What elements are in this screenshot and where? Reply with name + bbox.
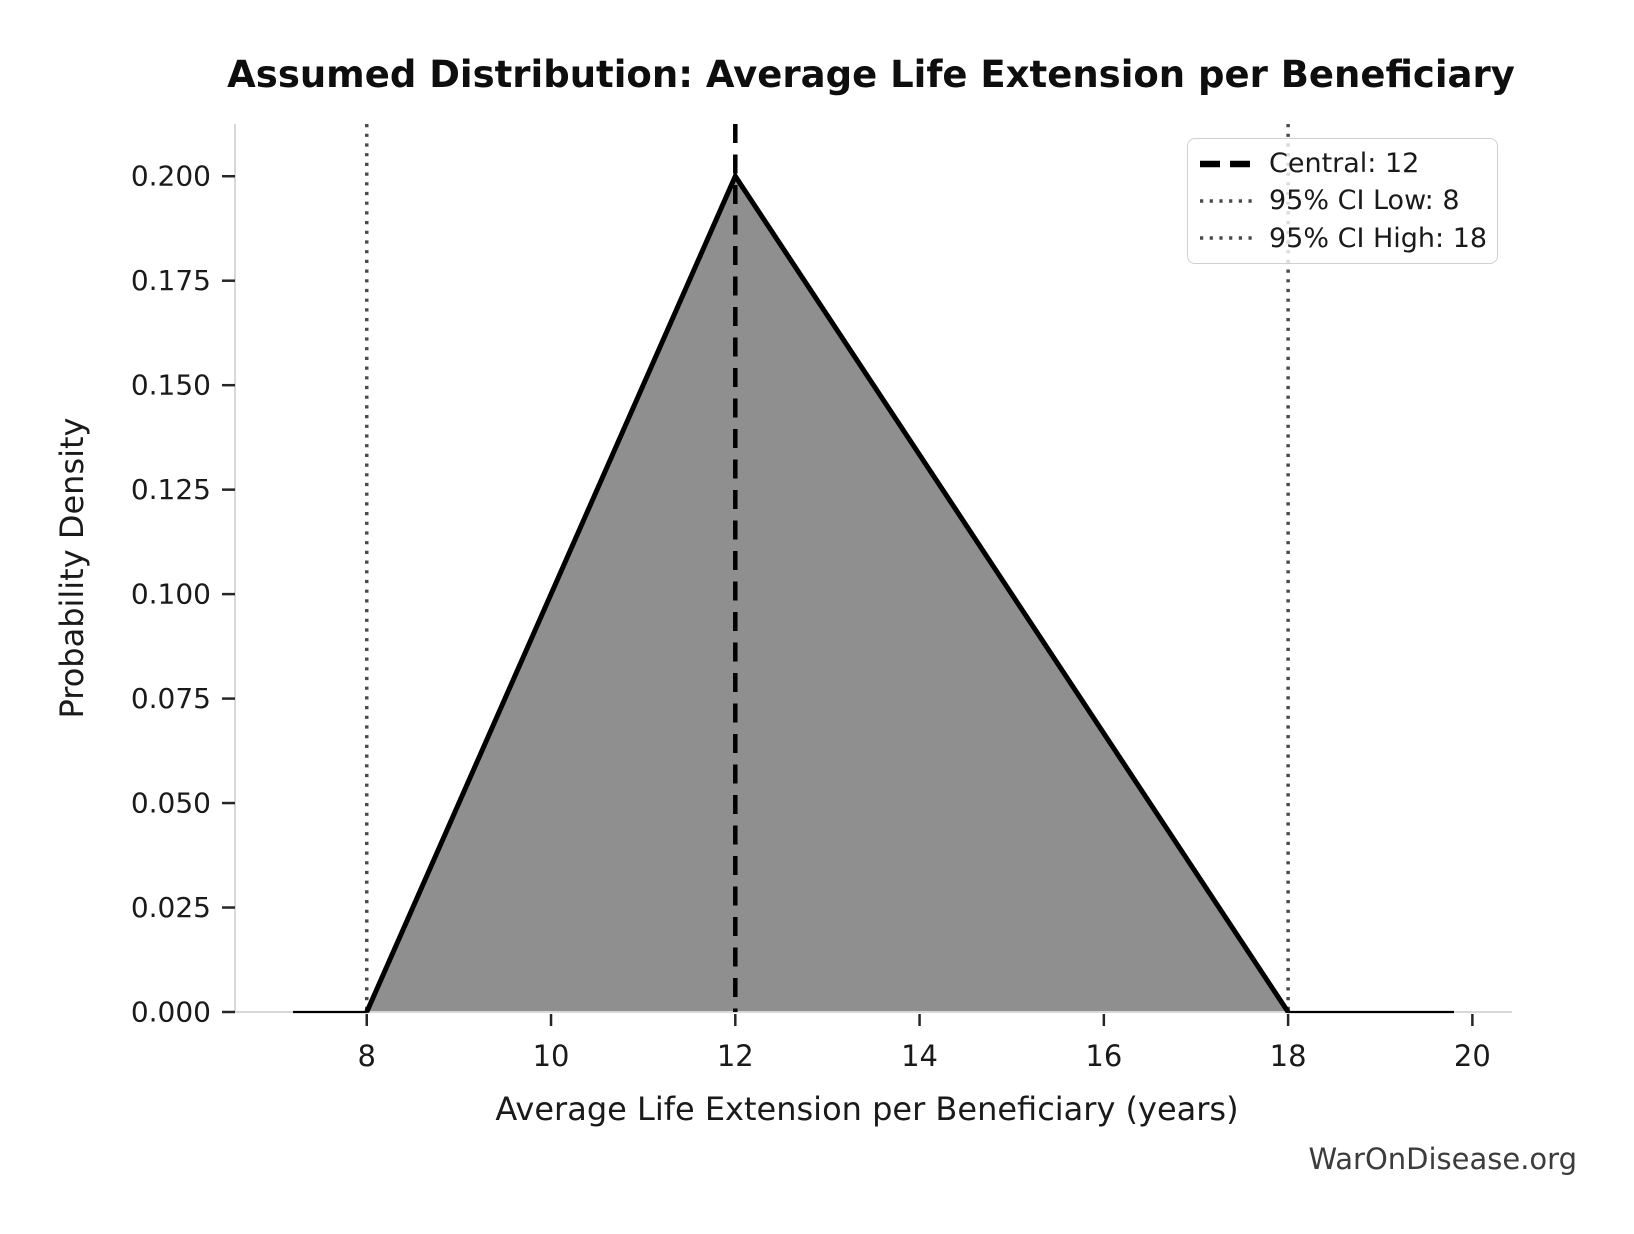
y-tick-label: 0.075: [131, 682, 211, 715]
y-tick-label: 0.000: [131, 996, 211, 1029]
legend-item-central: Central: 12: [1198, 148, 1485, 179]
x-tick-label: 10: [533, 1039, 570, 1073]
y-tick-label: 0.100: [131, 578, 211, 611]
watermark: WarOnDisease.org: [1308, 1142, 1577, 1176]
y-tick-label: 0.025: [131, 891, 211, 924]
y-tick-label: 0.175: [131, 264, 211, 297]
x-tick-label: 8: [358, 1039, 376, 1073]
legend-item-ci-low: 95% CI Low: 8: [1198, 185, 1485, 216]
x-tick-label: 20: [1454, 1039, 1491, 1073]
y-tick-label: 0.200: [131, 160, 211, 193]
dotted-line-sample-icon: [1200, 199, 1252, 203]
x-tick-label: 16: [1085, 1039, 1122, 1073]
x-tick-label: 18: [1270, 1039, 1307, 1073]
legend-label-ci-high: 95% CI High: 18: [1269, 222, 1488, 254]
x-axis-label: Average Life Extension per Beneficiary (…: [495, 1090, 1239, 1128]
legend: Central: 12 95% CI Low: 8 95% CI High: 1…: [1187, 138, 1498, 264]
distribution-fill: [366, 176, 1289, 1012]
legend-item-ci-high: 95% CI High: 18: [1198, 222, 1488, 254]
y-tick-label: 0.125: [131, 473, 211, 506]
chart-title: Assumed Distribution: Average Life Exten…: [227, 53, 1515, 96]
dashed-line-sample-icon: [1200, 160, 1252, 167]
y-tick-label: 0.050: [131, 787, 211, 820]
x-tick-label: 12: [717, 1039, 754, 1073]
triangle-edge-line: [364, 171, 1291, 1014]
dotted-line-sample-icon: [1200, 236, 1252, 241]
legend-label-ci-low: 95% CI Low: 8: [1269, 185, 1460, 217]
x-tick-label: 14: [901, 1039, 938, 1073]
legend-label-central: Central: 12: [1269, 148, 1420, 180]
y-tick-label: 0.150: [131, 369, 211, 402]
